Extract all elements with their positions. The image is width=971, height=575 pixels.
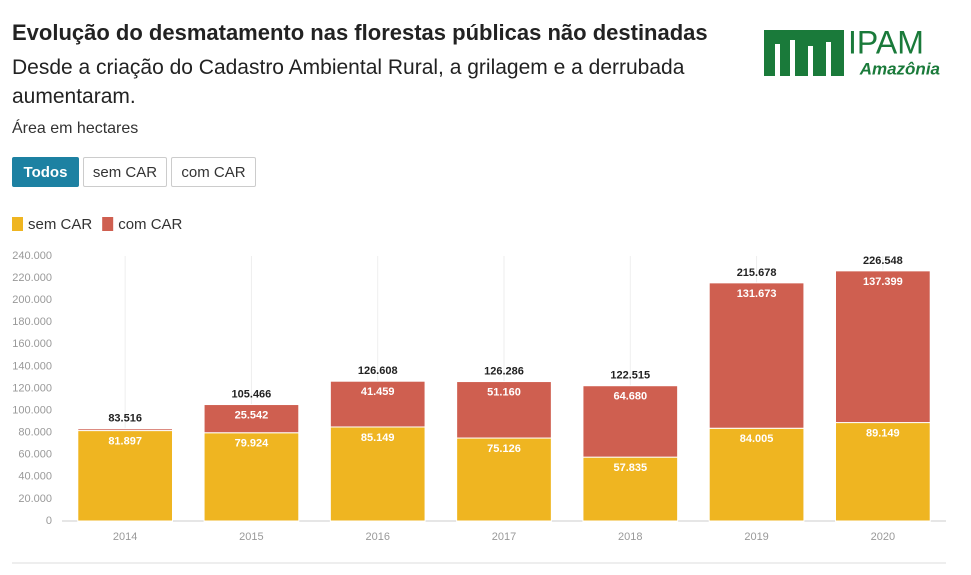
value-label: 131.673 [737,288,777,300]
chart-subtitle: Desde a criação do Cadastro Ambiental Ru… [12,56,685,108]
y-tick-label: 160.000 [12,338,52,350]
bar-segment [456,381,552,439]
bar-segment [708,427,805,522]
logo-subtext: Amazônia [859,59,940,78]
y-tick-label: 220.000 [12,272,52,284]
value-label: 64.680 [613,391,647,403]
logo-mark [790,40,795,76]
filter-button[interactable]: sem CAR [83,157,167,187]
x-tick-label: 2016 [365,531,389,543]
total-label: 126.608 [358,365,398,377]
chart-title: Evolução do desmatamento nas florestas p… [12,20,708,45]
y-tick-label: 20.000 [18,493,52,505]
legend-label: com CAR [118,216,182,233]
bar-segment [835,270,931,424]
value-label: 75.126 [487,443,521,455]
bar-segment [77,430,173,522]
x-tick-label: 2020 [871,531,895,543]
logo-text: IPAM [848,24,924,60]
legend-label: sem CAR [28,216,92,233]
x-tick-label: 2019 [744,531,768,543]
bar-segment [329,380,426,428]
filter-button[interactable]: Todos [12,157,79,187]
value-label: 25.542 [235,409,269,421]
y-tick-label: 80.000 [18,427,52,439]
bar-segment [708,282,805,429]
total-label: 83.516 [108,413,142,425]
value-label: 137.399 [863,276,903,288]
legend-swatch [12,217,23,231]
value-label: 51.160 [487,386,521,398]
logo-mark [808,46,813,76]
bar-segment [203,404,300,434]
total-label: 105.466 [232,388,272,400]
value-label: 57.835 [613,462,647,474]
bar-segment [582,385,679,458]
value-label: 85.149 [361,432,395,444]
x-tick-label: 2014 [113,531,137,543]
y-tick-label: 60.000 [18,449,52,461]
total-label: 215.678 [737,267,777,279]
unit-note: Área em hectares [12,120,139,137]
total-label: 122.515 [610,370,650,382]
y-tick-label: 0 [46,515,52,527]
filter-button[interactable]: com CAR [171,157,256,187]
logo: IPAM Amazônia [764,24,940,78]
y-tick-label: 100.000 [12,404,52,416]
x-tick-label: 2015 [239,531,263,543]
value-label: 81.897 [108,435,142,447]
logo-mark [826,42,831,76]
logo-mark [775,44,780,76]
legend-swatch [102,217,114,231]
x-tick-label: 2018 [618,531,642,543]
value-label: 79.924 [235,438,270,450]
total-label: 126.286 [484,365,524,377]
bar-segment [203,432,300,522]
bar-segment [77,428,173,432]
value-label: 41.459 [361,386,395,398]
y-tick-label: 180.000 [12,316,52,328]
y-tick-label: 200.000 [12,294,52,306]
bar-segment [329,426,426,522]
bar-segment [456,437,552,522]
value-label: 84.005 [740,433,774,445]
total-label: 226.548 [863,255,903,267]
y-tick-label: 40.000 [18,471,52,483]
y-tick-label: 140.000 [12,360,52,372]
x-tick-label: 2017 [492,531,516,543]
bar-segment [835,422,931,522]
value-label: 89.149 [866,427,900,439]
y-tick-label: 240.000 [12,250,52,262]
y-tick-label: 120.000 [12,382,52,394]
